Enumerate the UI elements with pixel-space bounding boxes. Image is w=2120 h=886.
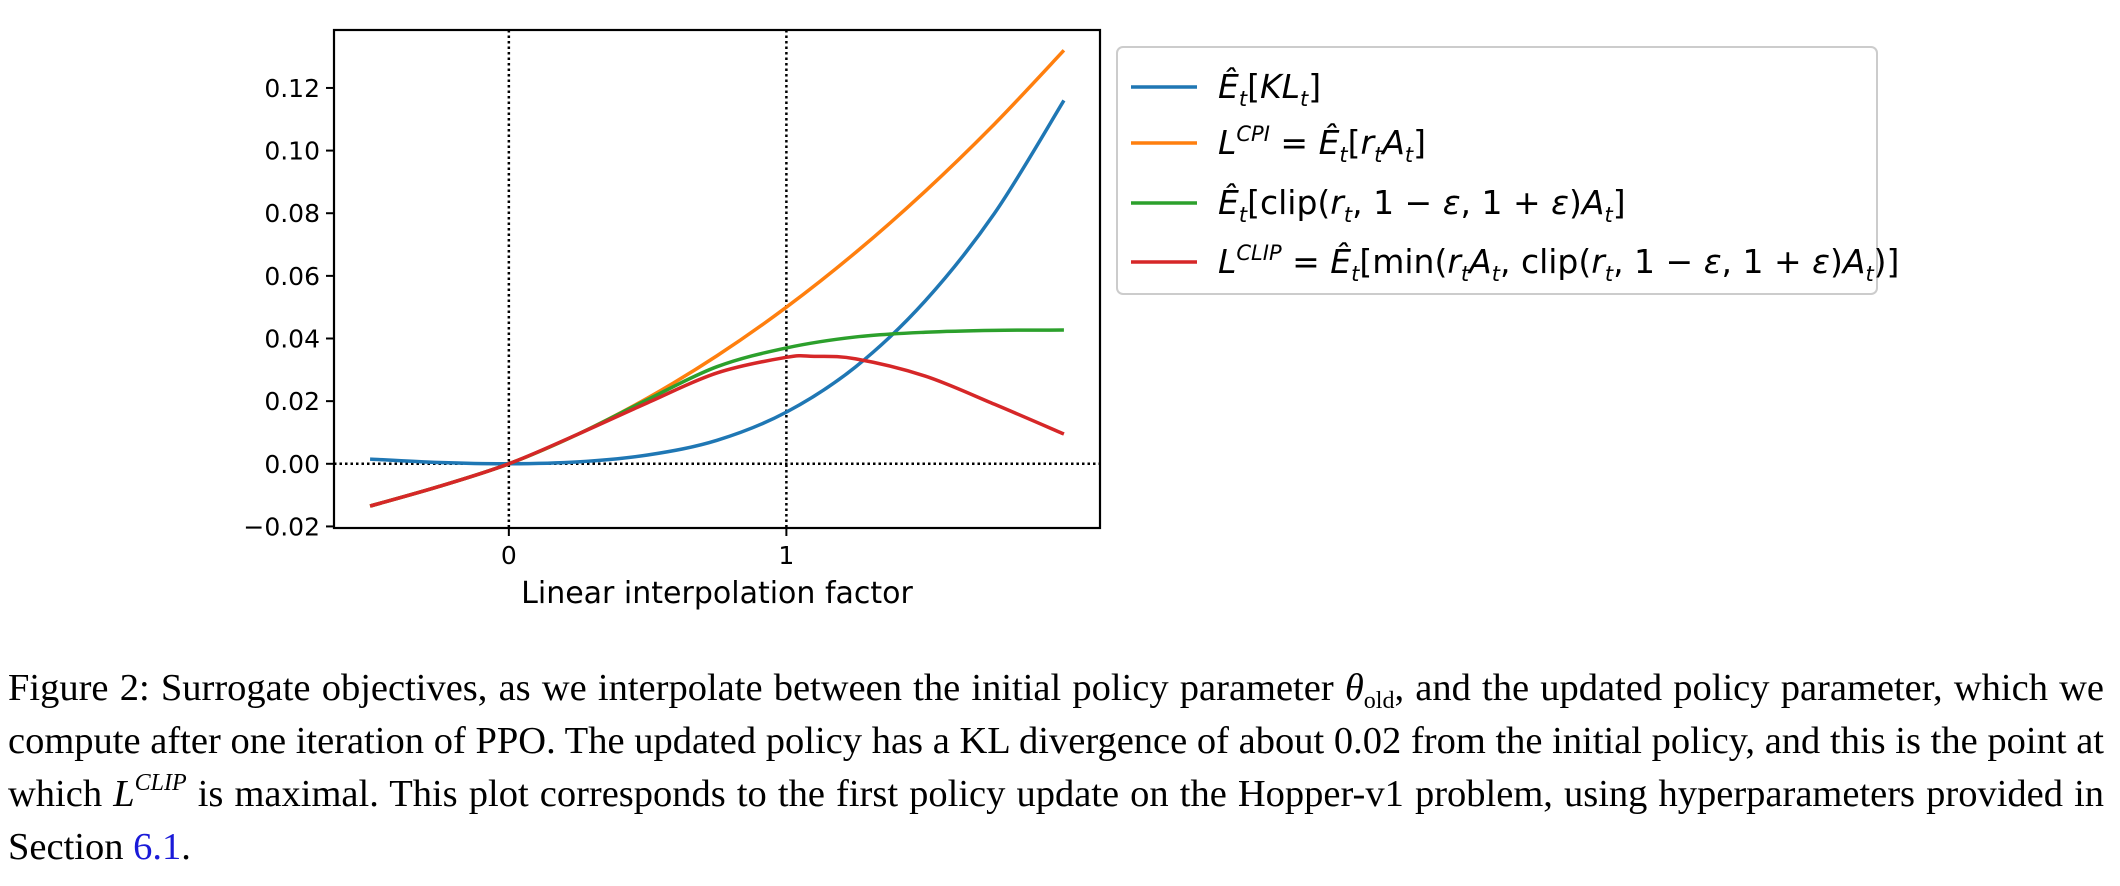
ytick-label: 0.06 (264, 262, 320, 291)
series-lcpi (369, 49, 1066, 508)
figure-2: −0.02 0.00 0.02 0.04 0.06 0.08 0.10 0.12 0 1 Linea… (243, 28, 1899, 611)
series-kl (369, 99, 1066, 466)
caption-end: . (181, 826, 191, 868)
surrogate-objectives-chart: −0.02 0.00 0.02 0.04 0.06 0.08 0.10 0.12 0 1 Linea… (243, 28, 1899, 611)
ytick-label: 0.08 (264, 199, 320, 228)
x-axis-label: Linear interpolation factor (521, 576, 913, 611)
ytick-label: 0.10 (264, 137, 320, 166)
series-lclip (369, 353, 1065, 508)
legend-entry-lclip: LCLIP = Êt[min(rtAt, clip(rt, 1 − ε, 1 +… (1131, 241, 1899, 286)
caption-text-3: is maximal. This plot corresponds to the… (8, 773, 2105, 868)
xtick-label: 0 (501, 541, 517, 570)
legend-entry-kl: Êt[KLt] (1131, 66, 1321, 111)
ytick-label: 0.12 (264, 74, 320, 103)
caption-lclip-l: L (113, 773, 135, 815)
caption-text-1: Surrogate objectives, as we interpolate … (160, 667, 1334, 709)
legend-entry-clip: Êt[clip(rt, 1 − ε, 1 + ε)At] (1131, 182, 1626, 227)
plot-area: −0.02 0.00 0.02 0.04 0.06 0.08 0.10 0.12 0 1 Linea… (243, 28, 1102, 611)
ytick-label: 0.00 (264, 450, 320, 479)
axes-frame (332, 28, 1102, 530)
legend-frame (1116, 46, 1878, 295)
figure-caption: Figure 2: Surrogate objectives, as we in… (8, 662, 2104, 874)
ytick-label: −0.02 (243, 512, 320, 541)
legend: Êt[KLt] LCPI = Êt[rtAt] Êt[clip(rt, 1 − … (1116, 46, 1899, 295)
legend-entry-lcpi: LCPI = Êt[rtAt] (1131, 122, 1426, 167)
legend-label-kl: Êt[KLt] (1218, 66, 1321, 111)
ytick-label: 0.04 (264, 325, 320, 354)
caption-theta: θ (1344, 667, 1364, 709)
xtick-label: 1 (778, 541, 794, 570)
caption-label: Figure 2: (8, 667, 150, 709)
caption-text-2: , and the updated policy parameter, whic… (8, 667, 2105, 815)
legend-label-lcpi: LCPI = Êt[rtAt] (1218, 122, 1426, 167)
section-ref-link[interactable]: 6.1 (133, 826, 182, 868)
caption-lclip-sup: CLIP (134, 770, 187, 796)
ytick-label: 0.02 (264, 387, 320, 416)
caption-theta-sub: old (1363, 688, 1395, 714)
legend-label-lclip: LCLIP = Êt[min(rtAt, clip(rt, 1 − ε, 1 +… (1218, 241, 1899, 286)
legend-label-clip: Êt[clip(rt, 1 − ε, 1 + ε)At] (1218, 182, 1626, 227)
